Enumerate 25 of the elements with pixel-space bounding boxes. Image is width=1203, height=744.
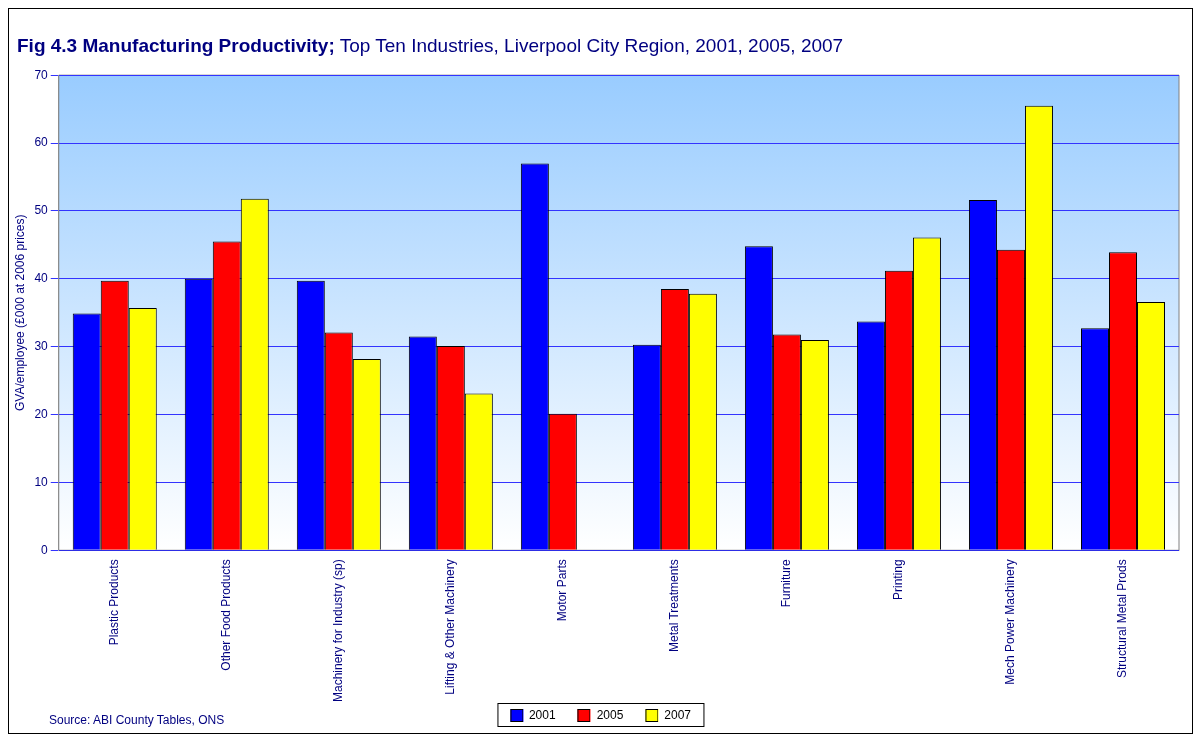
x-tick-label: Lifting & Other Machinery	[443, 559, 458, 695]
y-tick-label: 30	[34, 338, 49, 353]
x-tick-label: Furniture	[779, 558, 794, 608]
y-tick-label: 70	[34, 67, 49, 82]
y-tick-label: 40	[34, 271, 49, 286]
x-tick-label: Printing	[891, 559, 906, 600]
x-tick-label: Machinery for Industry (sp)	[331, 559, 346, 703]
x-tick-label: Other Food Products	[219, 559, 234, 671]
y-tick-label: 20	[34, 406, 49, 421]
legend-label: 2005	[596, 708, 624, 722]
y-tick-label: 50	[34, 203, 49, 218]
y-tick-label: 10	[34, 474, 49, 489]
source-note: Source: ABI County Tables, ONS	[49, 713, 225, 727]
y-axis-title: GVA/employee (£000 at 2006 prices)	[12, 214, 27, 412]
x-tick-label: Plastic Products	[107, 559, 122, 646]
legend-label: 2007	[664, 708, 692, 722]
x-tick-label: Structural Metal Prods	[1115, 559, 1130, 679]
y-tick-label: 0	[41, 542, 49, 557]
y-tick-label: 60	[34, 135, 49, 150]
legend-label: 2001	[528, 708, 556, 722]
x-tick-label: Metal Treatments	[667, 559, 682, 652]
chart-subtitle: Top Ten Industries, Liverpool City Region, 2001, 2005, 2007	[339, 35, 844, 56]
x-tick-label: Motor Parts	[555, 559, 570, 622]
chart-title: Fig 4.3 Manufacturing Productivity;	[17, 35, 335, 56]
x-tick-label: Mech Power Machinery	[1003, 559, 1018, 685]
